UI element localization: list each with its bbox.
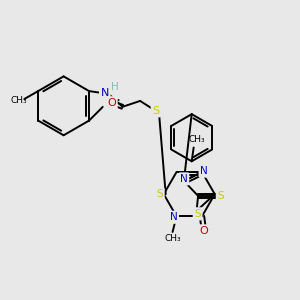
Text: N: N [100,88,109,98]
Text: S: S [194,209,201,219]
Text: O: O [200,226,208,236]
Text: O: O [105,99,114,109]
Text: S: S [152,106,159,116]
Text: N: N [180,174,188,184]
Text: S: S [157,189,163,199]
Text: CH₃: CH₃ [10,96,27,105]
Text: N: N [200,166,208,176]
Text: H: H [111,82,119,92]
Text: CH₃: CH₃ [164,234,181,243]
Text: N: N [170,212,177,222]
Text: O: O [107,98,116,108]
Text: CH₃: CH₃ [188,135,205,144]
Text: S: S [217,191,224,201]
